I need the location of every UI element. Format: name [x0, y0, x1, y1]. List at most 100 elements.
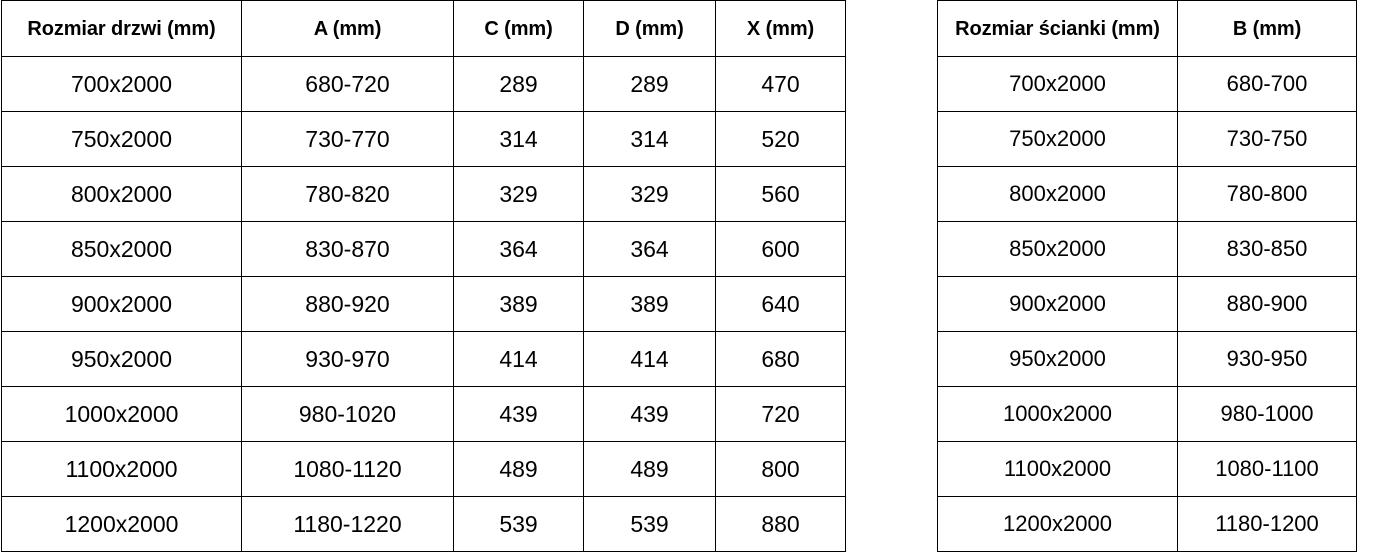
- table-cell: 389: [583, 276, 716, 332]
- walls-table-body: 700x2000 680-700 750x2000 730-750 800x2000 78…: [937, 56, 1357, 552]
- table-cell: 880-920: [241, 276, 454, 332]
- table-cell: 680: [715, 331, 846, 387]
- table-cell: 489: [453, 441, 584, 497]
- table-row: 1100x2000 1080-1100: [937, 441, 1357, 497]
- table-cell: 750x2000: [1, 111, 242, 167]
- cell-text: 950x2000: [70, 345, 173, 372]
- table-cell: 780-820: [241, 166, 454, 222]
- table-cell: 539: [583, 496, 716, 552]
- table-cell: 1180-1220: [241, 496, 454, 552]
- table-cell: 364: [453, 221, 584, 277]
- table-cell: 930-970: [241, 331, 454, 387]
- table-cell: 700x2000: [1, 56, 242, 112]
- cell-text: 730-770: [305, 125, 390, 152]
- table-cell: 930-950: [1177, 331, 1357, 387]
- cell-text: 700x2000: [1009, 71, 1106, 96]
- cell-text: 800x2000: [70, 180, 173, 207]
- table-row: 750x2000 730-750: [937, 111, 1357, 167]
- header-text: D (mm): [615, 17, 684, 40]
- table-cell: 880: [715, 496, 846, 552]
- table-cell: 1100x2000: [937, 441, 1178, 497]
- table-cell: 800x2000: [1, 166, 242, 222]
- table-cell: 880-900: [1177, 276, 1357, 332]
- cell-text: 930-970: [305, 345, 390, 372]
- table-cell: 980-1020: [241, 386, 454, 442]
- table-cell: 830-850: [1177, 221, 1357, 277]
- table-cell: 780-800: [1177, 166, 1357, 222]
- cell-text: 680-720: [305, 70, 390, 97]
- table-row: 850x2000 830-870 364 364 600: [1, 221, 846, 277]
- cell-text: 1200x2000: [1003, 511, 1112, 536]
- header-text: C (mm): [484, 17, 553, 40]
- table-cell: 1080-1120: [241, 441, 454, 497]
- cell-text: 289: [499, 70, 538, 97]
- table-cell: 980-1000: [1177, 386, 1357, 442]
- cell-text: 830-850: [1226, 236, 1308, 261]
- header-text: B (mm): [1232, 17, 1302, 40]
- column-header-x: X (mm): [715, 0, 846, 57]
- table-cell: 520: [715, 111, 846, 167]
- cell-text: 780-800: [1226, 181, 1308, 206]
- cell-text: 364: [630, 235, 669, 262]
- table-row: 900x2000 880-920 389 389 640: [1, 276, 846, 332]
- cell-text: 439: [499, 400, 538, 427]
- cell-text: 1100x2000: [65, 455, 178, 482]
- cell-text: 329: [499, 180, 538, 207]
- cell-text: 414: [630, 345, 669, 372]
- header-text: Rozmiar ścianki (mm): [955, 17, 1160, 40]
- table-cell: 1000x2000: [1, 386, 242, 442]
- table-cell: 1080-1100: [1177, 441, 1357, 497]
- cell-text: 640: [761, 290, 800, 317]
- walls-table-container: Rozmiar ścianki (mm) B (mm) 700x2000 680-…: [937, 0, 1357, 552]
- table-cell: 900x2000: [937, 276, 1178, 332]
- table-row: 800x2000 780-820 329 329 560: [1, 166, 846, 222]
- cell-text: 680: [761, 345, 800, 372]
- column-header-d: D (mm): [583, 0, 716, 57]
- cell-text: 489: [630, 455, 669, 482]
- table-cell: 1200x2000: [1, 496, 242, 552]
- cell-text: 314: [630, 125, 669, 152]
- cell-text: 750x2000: [1009, 126, 1106, 151]
- table-cell: 439: [583, 386, 716, 442]
- table-row: 750x2000 730-770 314 314 520: [1, 111, 846, 167]
- cell-text: 1000x2000: [1003, 401, 1112, 426]
- table-cell: 389: [453, 276, 584, 332]
- doors-table-container: Rozmiar drzwi (mm) A (mm) C (mm) D (mm) …: [1, 0, 846, 552]
- table-row: 1000x2000 980-1000: [937, 386, 1357, 442]
- table-cell: 700x2000: [937, 56, 1178, 112]
- table-cell: 289: [583, 56, 716, 112]
- table-row: 850x2000 830-850: [937, 221, 1357, 277]
- table-cell: 850x2000: [1, 221, 242, 277]
- cell-text: 1000x2000: [64, 400, 179, 427]
- table-header-row: Rozmiar ścianki (mm) B (mm): [937, 0, 1357, 57]
- cell-text: 850x2000: [1009, 236, 1106, 261]
- cell-text: 880: [761, 510, 800, 537]
- cell-text: 780-820: [305, 180, 390, 207]
- table-cell: 289: [453, 56, 584, 112]
- cell-text: 800: [761, 455, 800, 482]
- cell-text: 560: [761, 180, 800, 207]
- table-row: 1200x2000 1180-1220 539 539 880: [1, 496, 846, 552]
- cell-text: 389: [630, 290, 669, 317]
- cell-text: 329: [630, 180, 669, 207]
- table-row: 950x2000 930-950: [937, 331, 1357, 387]
- cell-text: 720: [761, 400, 800, 427]
- cell-text: 800x2000: [1009, 181, 1106, 206]
- column-header-door-size: Rozmiar drzwi (mm): [1, 0, 242, 57]
- table-cell: 750x2000: [937, 111, 1178, 167]
- cell-text: 414: [499, 345, 538, 372]
- cell-text: 880-920: [305, 290, 390, 317]
- cell-text: 364: [499, 235, 538, 262]
- table-cell: 850x2000: [937, 221, 1178, 277]
- table-cell: 730-770: [241, 111, 454, 167]
- table-cell: 900x2000: [1, 276, 242, 332]
- header-text: Rozmiar drzwi (mm): [27, 17, 216, 40]
- table-row: 900x2000 880-900: [937, 276, 1357, 332]
- table-cell: 439: [453, 386, 584, 442]
- cell-text: 1080-1120: [293, 455, 402, 482]
- cell-text: 900x2000: [1009, 291, 1106, 316]
- cell-text: 1200x2000: [64, 510, 179, 537]
- column-header-b: B (mm): [1177, 0, 1357, 57]
- table-cell: 364: [583, 221, 716, 277]
